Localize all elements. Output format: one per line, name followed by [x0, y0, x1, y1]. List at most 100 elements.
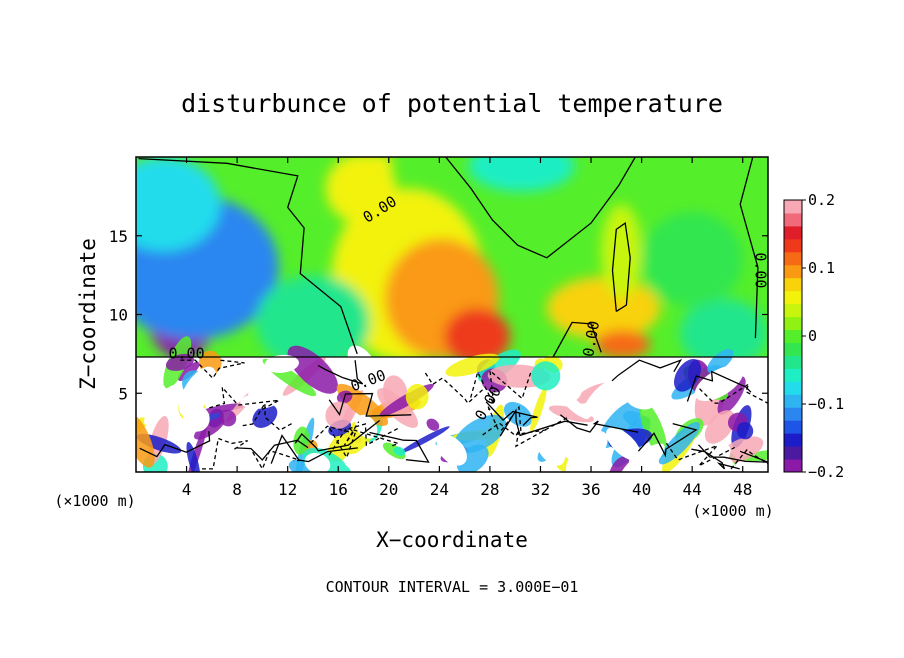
turbulent-white-25 [143, 384, 178, 426]
turbulent-patch-79 [186, 441, 201, 472]
colorbar-swatch [784, 225, 802, 240]
x-axis-label: X−coordinate [376, 528, 528, 552]
contour-line-turbulent-2 [329, 427, 401, 460]
colorbar-swatch [784, 251, 802, 266]
anomaly-region-12 [679, 298, 768, 369]
turbulent-white-7 [606, 427, 641, 461]
anomaly-region-11 [256, 275, 370, 370]
turbulent-patch-34 [704, 410, 736, 444]
turbulent-white-14 [556, 381, 582, 403]
chart-title: disturbunce of potential temperature [181, 89, 723, 118]
contour-line-turbulent-8 [559, 414, 639, 433]
contour-line-turbulent-27 [611, 358, 683, 382]
colorbar-swatch [784, 303, 802, 318]
contour-line-turbulent-22 [209, 385, 280, 412]
colorbar-swatch [784, 420, 802, 434]
colorbar-swatch [784, 381, 802, 395]
turbulent-patch-17 [530, 387, 547, 432]
contour-line-lower-mid [552, 321, 602, 358]
x-tick-label: 16 [329, 480, 348, 499]
turbulent-patch-48 [426, 418, 440, 431]
contour-line-upper-left [138, 157, 358, 355]
colorbar-swatch [784, 446, 802, 460]
x-tick-label: 44 [683, 480, 702, 499]
contour-label-2: 0.00 [168, 345, 204, 363]
contour-line-right [739, 157, 759, 339]
contour-interval-note: CONTOUR INTERVAL = 3.000E−01 [326, 578, 579, 596]
colorbar-tick-label: −0.1 [808, 395, 844, 413]
turbulent-patch-85 [405, 383, 429, 410]
colorbar-swatch [784, 212, 802, 227]
colorbar-swatch [784, 329, 802, 343]
anomaly-region-8 [358, 157, 394, 173]
x-tick-label: 12 [278, 480, 297, 499]
x-tick-label: 4 [182, 480, 192, 499]
anomaly-region-3 [468, 157, 575, 192]
anomaly-region-2 [136, 157, 221, 252]
turbulent-layer [136, 336, 768, 472]
contour-line-turbulent-3 [424, 372, 485, 405]
contour-line-turbulent-7 [242, 400, 293, 431]
x-unit-left: (×1000 m) [54, 492, 135, 510]
turbulent-white-5 [304, 452, 331, 472]
colorbar-swatch [784, 433, 802, 447]
contour-line-turbulent-11 [499, 408, 588, 437]
turbulent-patch-10 [717, 376, 746, 415]
contour-line-turbulent-4 [691, 448, 740, 470]
turbulent-white-20 [343, 453, 377, 472]
turbulent-patch-82 [531, 361, 561, 391]
turbulent-patch-70 [548, 405, 594, 423]
turbulent-white-19 [436, 434, 467, 466]
contour-line-turbulent-13 [235, 439, 309, 461]
turbulent-white-3 [694, 365, 744, 402]
contour-line-turbulent-24 [328, 392, 412, 417]
turbulent-patch-23 [639, 402, 668, 458]
colorbar-swatch [784, 368, 802, 382]
colorbar-swatch [784, 316, 802, 331]
contour-line-turbulent-26 [369, 431, 430, 463]
contour-layer: 0.000.000.00 0.000.000.00 [136, 157, 769, 471]
contour-label-1: 0.00 [751, 252, 769, 288]
x-tick-label: 36 [581, 480, 600, 499]
turbulent-patch-29 [287, 345, 338, 394]
turbulent-white-12 [582, 381, 614, 419]
contour-line-turbulent-20 [730, 448, 768, 470]
colorbar-swatch [784, 355, 802, 369]
colorbar-tick-label: 0.2 [808, 191, 835, 209]
turbulent-patch-75 [736, 421, 754, 440]
contour-line-turbulent-9 [294, 419, 381, 452]
turbulent-patch-86 [325, 401, 353, 429]
turbulent-patch-63 [742, 450, 768, 462]
colorbar: 0.2 0.1 0 −0.1 −0.2 [783, 191, 844, 481]
turbulent-patch-77 [393, 446, 406, 456]
turbulent-patch-88 [136, 411, 155, 468]
x-tick-label: 24 [430, 480, 449, 499]
y-tick-label: 15 [109, 227, 128, 246]
turbulent-white-6 [178, 366, 217, 417]
contour-line-turbulent-25 [317, 360, 364, 385]
turbulent-patch-71 [720, 436, 764, 463]
colorbar-swatch [784, 459, 802, 473]
contour-line-turbulent-16 [699, 382, 768, 404]
turbulent-patch-8 [503, 401, 533, 427]
turbulent-white-27 [228, 457, 251, 472]
turbulent-white-13 [626, 393, 654, 410]
anomaly-region-10 [594, 330, 651, 359]
y-axis: 5 10 15 [109, 227, 768, 403]
contour-line-upper-mid [445, 157, 636, 259]
anomaly-region-14 [641, 212, 743, 307]
colorbar-swatch [784, 407, 802, 421]
contour-line-turbulent-23 [180, 359, 245, 380]
x-tick-label: 48 [733, 480, 752, 499]
anomaly-region-7 [325, 157, 397, 224]
turbulent-patch-68 [707, 349, 734, 374]
contour-line-turbulent-21 [270, 434, 358, 464]
colorbar-swatch [784, 200, 802, 214]
contour-line-turbulent-0 [139, 431, 211, 458]
contour-line-turbulent-12 [487, 405, 549, 435]
anomaly-region-13 [601, 204, 642, 299]
anomaly-layer [136, 157, 768, 370]
turbulent-white-16 [347, 345, 379, 383]
turbulent-white-2 [618, 443, 665, 472]
